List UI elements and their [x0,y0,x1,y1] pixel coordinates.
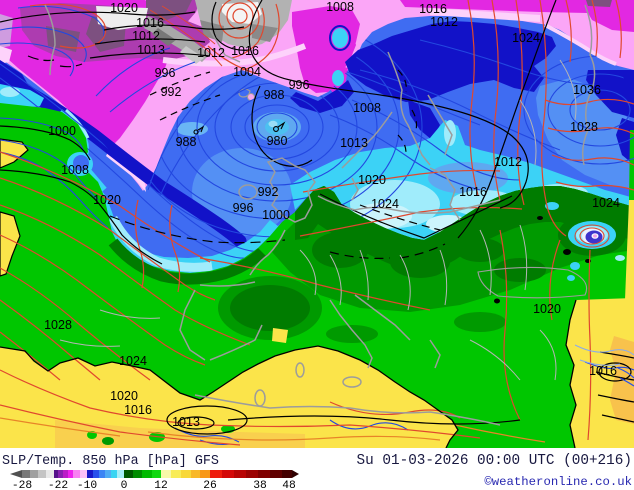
svg-text:Su 01-03-2026 00:00 UTC (00+21: Su 01-03-2026 00:00 UTC (00+216) [357,453,632,469]
svg-text:1012: 1012 [197,46,225,60]
svg-text:1013: 1013 [340,136,368,150]
svg-text:-10: -10 [77,480,98,490]
svg-text:992: 992 [161,85,182,99]
svg-text:48: 48 [282,480,296,490]
svg-text:1000: 1000 [48,124,76,138]
svg-text:1028: 1028 [570,120,598,134]
svg-text:1012: 1012 [494,155,522,169]
svg-text:1020: 1020 [533,302,561,316]
svg-text:1020: 1020 [358,173,386,187]
svg-text:38: 38 [253,480,267,490]
svg-text:1016: 1016 [589,364,617,378]
svg-text:980: 980 [267,134,288,148]
svg-text:1012: 1012 [430,15,458,29]
svg-text:996: 996 [233,201,254,215]
svg-text:0: 0 [121,480,128,490]
svg-text:©weatheronline.co.uk: ©weatheronline.co.uk [484,475,632,489]
svg-text:1013: 1013 [172,415,200,429]
svg-text:1000: 1000 [262,208,290,222]
svg-text:1016: 1016 [231,44,259,58]
svg-text:1024: 1024 [371,197,399,211]
svg-text:SLP/Temp. 850 hPa [hPa] GFS: SLP/Temp. 850 hPa [hPa] GFS [2,454,219,469]
svg-text:1016: 1016 [459,185,487,199]
svg-text:988: 988 [176,135,197,149]
svg-text:1020: 1020 [110,1,138,15]
svg-text:1016: 1016 [136,16,164,30]
svg-text:-28: -28 [12,480,33,490]
svg-text:1028: 1028 [44,318,72,332]
svg-text:-22: -22 [48,480,68,490]
svg-text:1024: 1024 [512,31,540,45]
svg-text:996: 996 [155,66,176,80]
svg-text:1004: 1004 [233,65,261,79]
svg-text:1020: 1020 [110,389,138,403]
svg-text:1016: 1016 [124,403,152,417]
svg-text:12: 12 [154,480,168,490]
svg-text:996: 996 [289,78,310,92]
svg-text:1024: 1024 [119,354,147,368]
svg-text:1020: 1020 [93,193,121,207]
svg-text:992: 992 [258,185,279,199]
svg-text:1016: 1016 [419,2,447,16]
svg-text:988: 988 [264,88,285,102]
svg-text:1008: 1008 [61,163,89,177]
svg-text:1024: 1024 [592,196,620,210]
svg-text:1013: 1013 [137,43,165,57]
svg-text:1036: 1036 [573,83,601,97]
svg-text:1008: 1008 [353,101,381,115]
svg-text:26: 26 [203,480,217,490]
svg-text:1012: 1012 [132,29,160,43]
svg-text:1008: 1008 [326,0,354,14]
